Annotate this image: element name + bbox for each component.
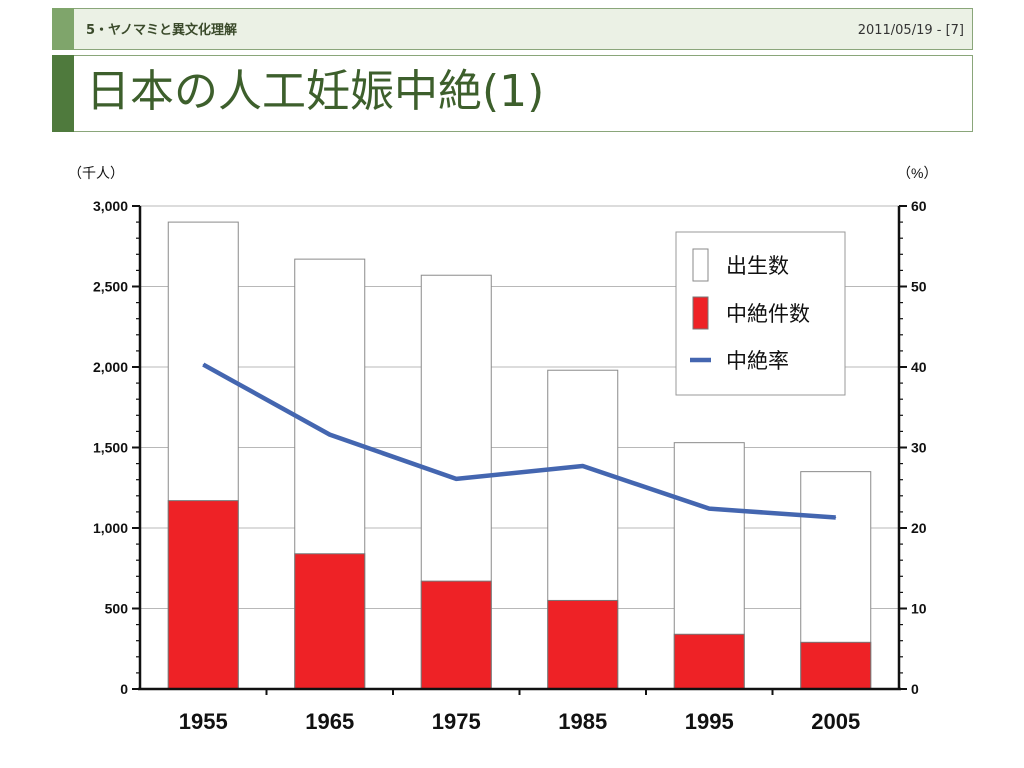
rate-point	[202, 364, 204, 366]
legend-swatch-abortions	[692, 296, 709, 330]
legend-label: 出生数	[726, 255, 789, 278]
y-left-tick-label: 0	[120, 681, 128, 697]
y-right-tick-label: 0	[911, 681, 919, 697]
slide-date: 2011/05/19 - [7]	[857, 23, 964, 38]
rate-line	[202, 362, 836, 520]
y-left-tick-label: 2,000	[93, 359, 128, 375]
y-left-tick-label: 500	[105, 601, 129, 617]
x-tick-label: 1995	[685, 709, 734, 734]
rate-point	[708, 508, 710, 510]
title-accent	[52, 55, 74, 132]
bar-abortions-1965	[294, 553, 366, 690]
y-right-unit: （%）	[897, 165, 937, 181]
legend-label: 中絶件数	[726, 303, 810, 326]
title-box	[52, 55, 973, 132]
x-tick-label: 2005	[811, 709, 860, 734]
ticks: 1955 1965 1975 1985 1995 2005 0 0 500 10 1,000 20 1,…	[68, 165, 937, 734]
y-right-tick-label: 30	[911, 440, 927, 456]
y-left-tick-label: 1,000	[93, 520, 128, 536]
bar-abortions-1955	[167, 500, 239, 690]
y-left-tick-label: 1,500	[93, 440, 128, 456]
bar-abortions-1975	[420, 580, 492, 690]
rate-point	[582, 465, 584, 467]
header-bar	[52, 8, 973, 50]
bar-abortions-1985	[547, 599, 619, 690]
rate-point	[835, 517, 837, 519]
y-left-tick-label: 3,000	[93, 198, 128, 214]
x-tick-label: 1965	[305, 709, 354, 734]
legend-label: 中絶率	[726, 350, 789, 373]
y-left-unit: （千人）	[68, 165, 124, 181]
x-tick-label: 1955	[179, 709, 228, 734]
rate-point	[329, 434, 331, 436]
section-label: 5・ヤノマミと異文化理解	[86, 23, 238, 38]
bar-abortions-1995	[673, 633, 745, 690]
header-accent	[52, 8, 74, 50]
bars	[167, 221, 872, 690]
y-right-tick-label: 50	[911, 279, 927, 295]
y-right-tick-label: 60	[911, 198, 927, 214]
axes	[132, 205, 907, 695]
y-right-tick-label: 20	[911, 520, 927, 536]
rate-line-group	[202, 362, 837, 520]
x-tick-label: 1975	[432, 709, 481, 734]
rate-point	[455, 478, 457, 480]
y-right-tick-label: 10	[911, 601, 927, 617]
y-right-tick-label: 40	[911, 359, 927, 375]
page-title: 日本の人工妊娠中絶(1)	[86, 66, 545, 117]
bar-abortions-2005	[800, 641, 872, 690]
y-left-tick-label: 2,500	[93, 279, 128, 295]
x-tick-label: 1985	[558, 709, 607, 734]
legend-swatch-births	[692, 248, 709, 282]
